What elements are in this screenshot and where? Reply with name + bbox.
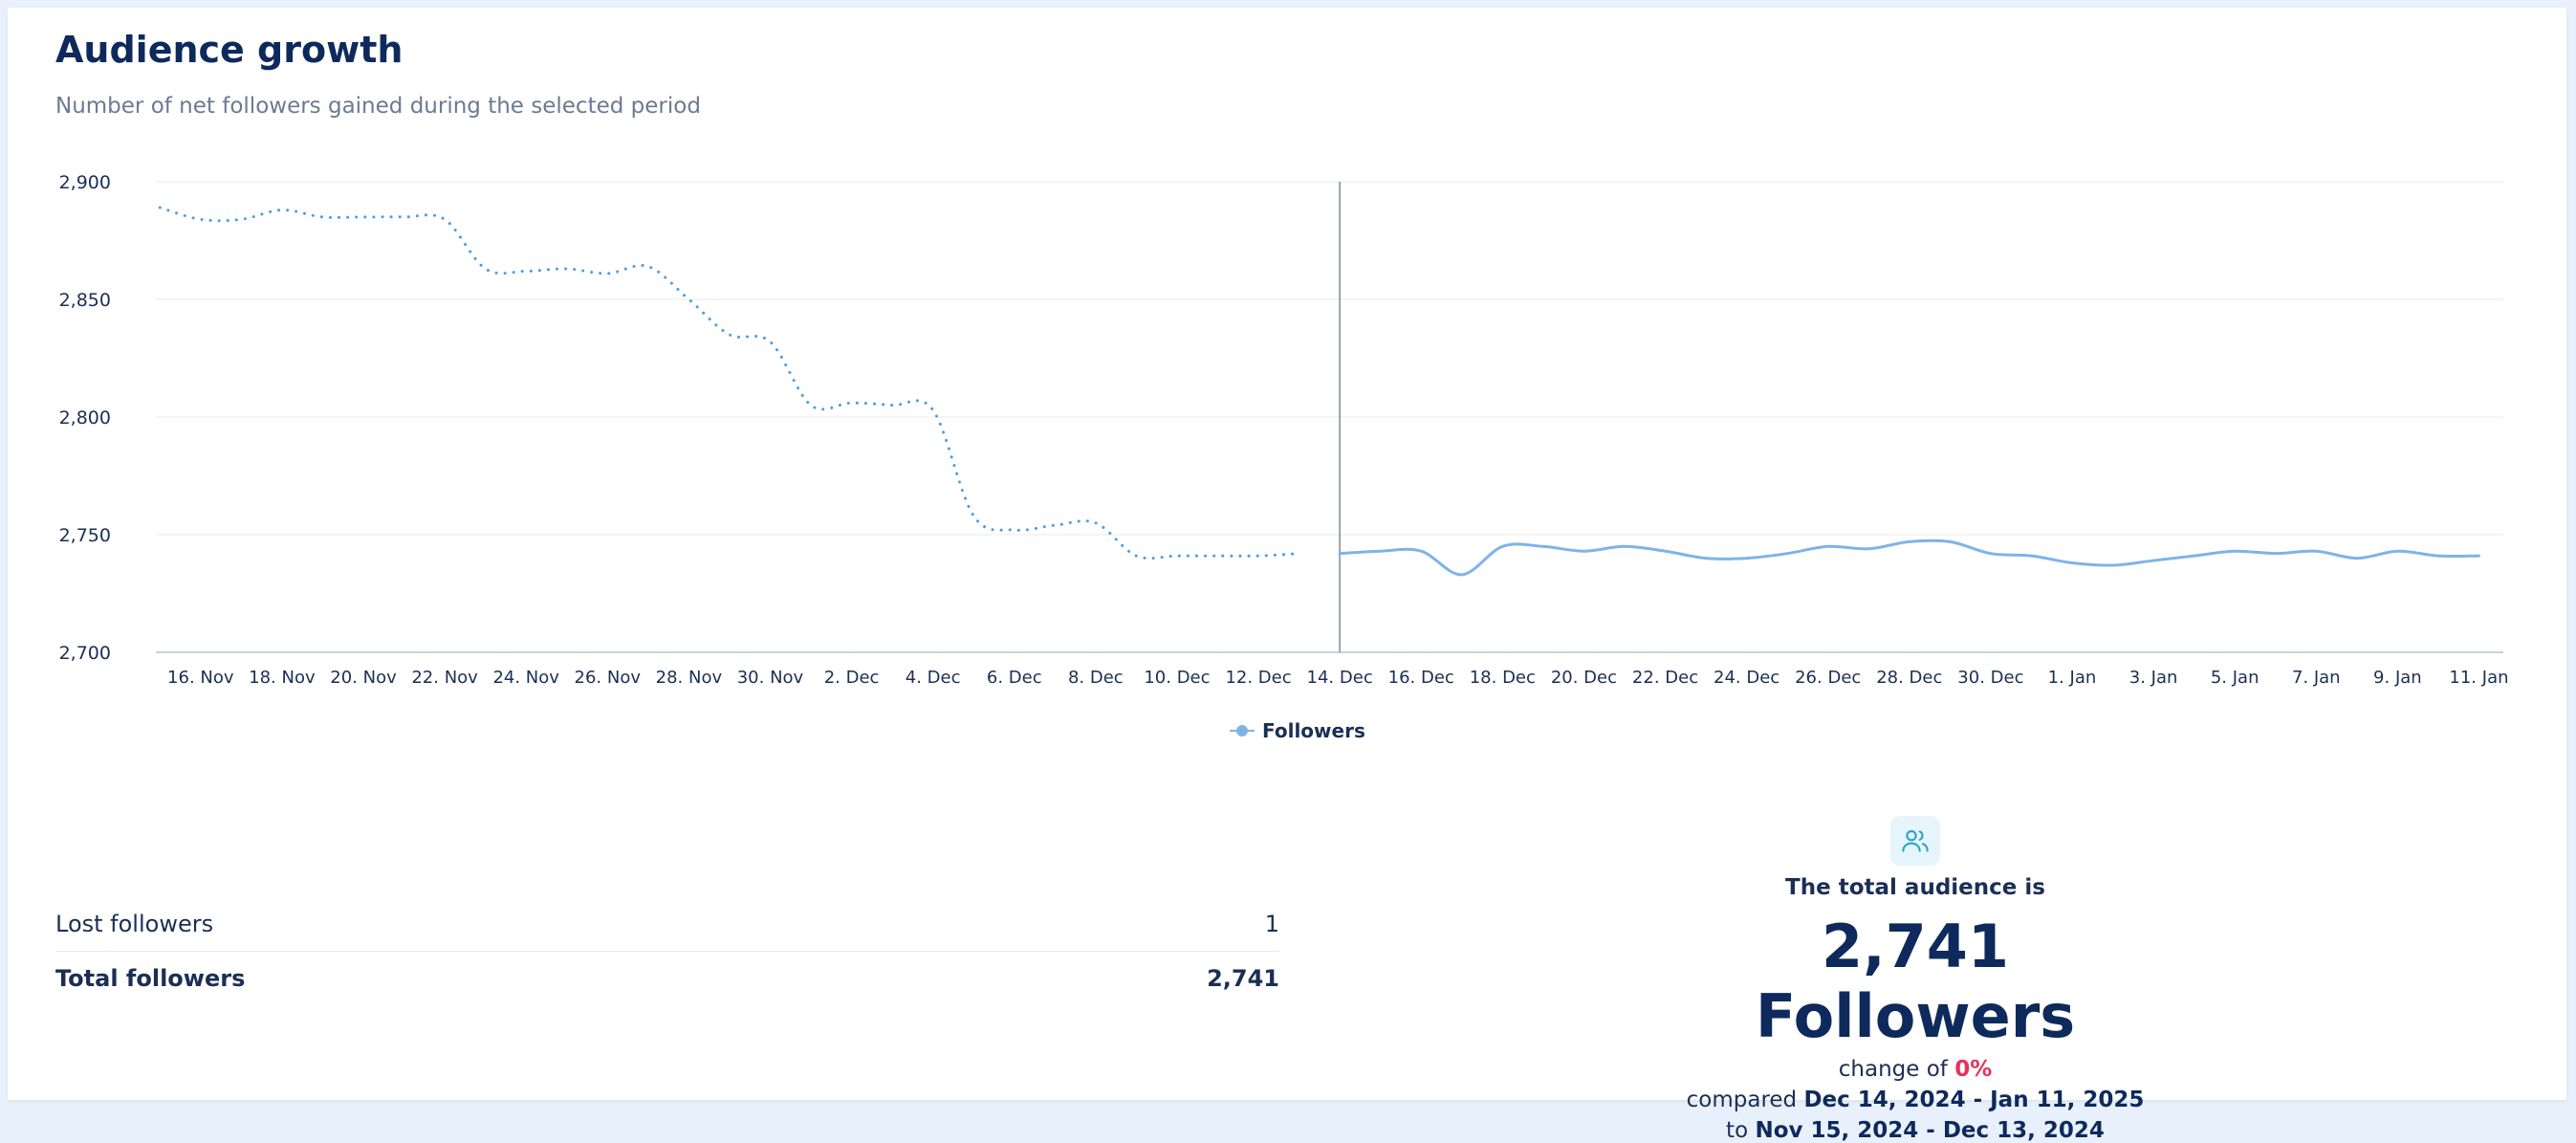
lost-followers-label: Lost followers bbox=[55, 911, 214, 937]
x-tick-label: 30. Dec bbox=[1957, 668, 2023, 688]
y-tick-label: 2,700 bbox=[59, 643, 111, 664]
x-tick-label: 10. Dec bbox=[1144, 668, 1210, 688]
change-prefix: change of bbox=[1838, 1057, 1955, 1082]
total-followers-value: 2,741 bbox=[1207, 965, 1279, 992]
summary-compared-line: compared Dec 14, 2024 - Jan 11, 2025 bbox=[1671, 1088, 2159, 1112]
x-tick-label: 11. Jan bbox=[2449, 668, 2508, 688]
followers-line-chart: 2,700 2,750 2,800 2,850 2,900 16. Nov 18. Nov… bbox=[59, 172, 2509, 688]
x-tick-label: 24. Dec bbox=[1714, 668, 1779, 688]
stat-row-total: Total followers 2,741 bbox=[55, 952, 1279, 1005]
stats-table: Lost followers 1 Total followers 2,741 bbox=[55, 897, 1279, 1005]
to-prefix: to bbox=[1726, 1118, 1756, 1143]
x-tick-label: 8. Dec bbox=[1068, 668, 1124, 688]
total-followers-label: Total followers bbox=[55, 965, 246, 992]
x-tick-label: 14. Dec bbox=[1307, 668, 1373, 688]
x-tick-label: 28. Nov bbox=[656, 668, 723, 688]
x-tick-label: 18. Nov bbox=[249, 668, 316, 688]
x-tick-label: 22. Nov bbox=[411, 668, 478, 688]
x-tick-label: 16. Nov bbox=[167, 668, 234, 688]
x-tick-label: 18. Dec bbox=[1470, 668, 1536, 688]
x-tick-label: 6. Dec bbox=[987, 668, 1042, 688]
x-tick-label: 5. Jan bbox=[2211, 668, 2259, 688]
series-line-followers[interactable] bbox=[1338, 539, 2480, 577]
x-tick-label: 12. Dec bbox=[1225, 668, 1291, 688]
summary-to-line: to Nov 15, 2024 - Dec 13, 2024 bbox=[1671, 1118, 2159, 1143]
y-tick-label: 2,750 bbox=[59, 525, 111, 546]
compared-range: Dec 14, 2024 - Jan 11, 2025 bbox=[1803, 1088, 2145, 1112]
x-tick-label: 7. Jan bbox=[2292, 668, 2341, 688]
compared-prefix: compared bbox=[1686, 1088, 1804, 1112]
x-tick-label: 20. Dec bbox=[1551, 668, 1617, 688]
y-tick-label: 2,850 bbox=[59, 290, 111, 311]
x-tick-label: 26. Dec bbox=[1795, 668, 1861, 688]
x-tick-label: 30. Nov bbox=[737, 668, 804, 688]
legend-marker-icon bbox=[1230, 724, 1255, 737]
x-tick-label: 20. Nov bbox=[330, 668, 397, 688]
page-title: Audience growth bbox=[55, 29, 404, 71]
page-subtitle: Number of net followers gained during th… bbox=[55, 94, 701, 119]
y-tick-label: 2,800 bbox=[59, 407, 111, 429]
stat-row-lost: Lost followers 1 bbox=[55, 897, 1279, 952]
x-tick-label: 9. Jan bbox=[2373, 668, 2422, 688]
x-tick-label: 16. Dec bbox=[1388, 668, 1454, 688]
legend-label: Followers bbox=[1262, 719, 1365, 742]
summary-change-line: change of 0% bbox=[1671, 1057, 2159, 1082]
x-tick-label: 24. Nov bbox=[492, 668, 559, 688]
to-range: Nov 15, 2024 - Dec 13, 2024 bbox=[1755, 1118, 2105, 1143]
series-line-previous-period[interactable] bbox=[158, 206, 1301, 561]
x-tick-label: 22. Dec bbox=[1632, 668, 1698, 688]
x-tick-label: 4. Dec bbox=[906, 668, 961, 688]
change-value: 0% bbox=[1954, 1057, 1993, 1082]
x-tick-label: 26. Nov bbox=[575, 668, 642, 688]
lost-followers-value: 1 bbox=[1264, 911, 1279, 937]
x-tick-label: 1. Jan bbox=[2048, 668, 2097, 688]
chart-legend[interactable]: Followers bbox=[1230, 719, 1365, 742]
users-icon bbox=[1890, 816, 1940, 866]
x-tick-label: 2. Dec bbox=[824, 668, 880, 688]
y-tick-label: 2,900 bbox=[59, 172, 111, 193]
summary-total-followers: 2,741 Followers bbox=[1755, 912, 2076, 1051]
summary-label: The total audience is bbox=[1785, 875, 2045, 900]
x-tick-label: 3. Jan bbox=[2129, 668, 2178, 688]
x-tick-label: 28. Dec bbox=[1876, 668, 1942, 688]
audience-summary: The total audience is 2,741 Followers ch… bbox=[1671, 816, 2159, 1143]
audience-growth-card: Audience growth Number of net followers … bbox=[8, 8, 2566, 1143]
